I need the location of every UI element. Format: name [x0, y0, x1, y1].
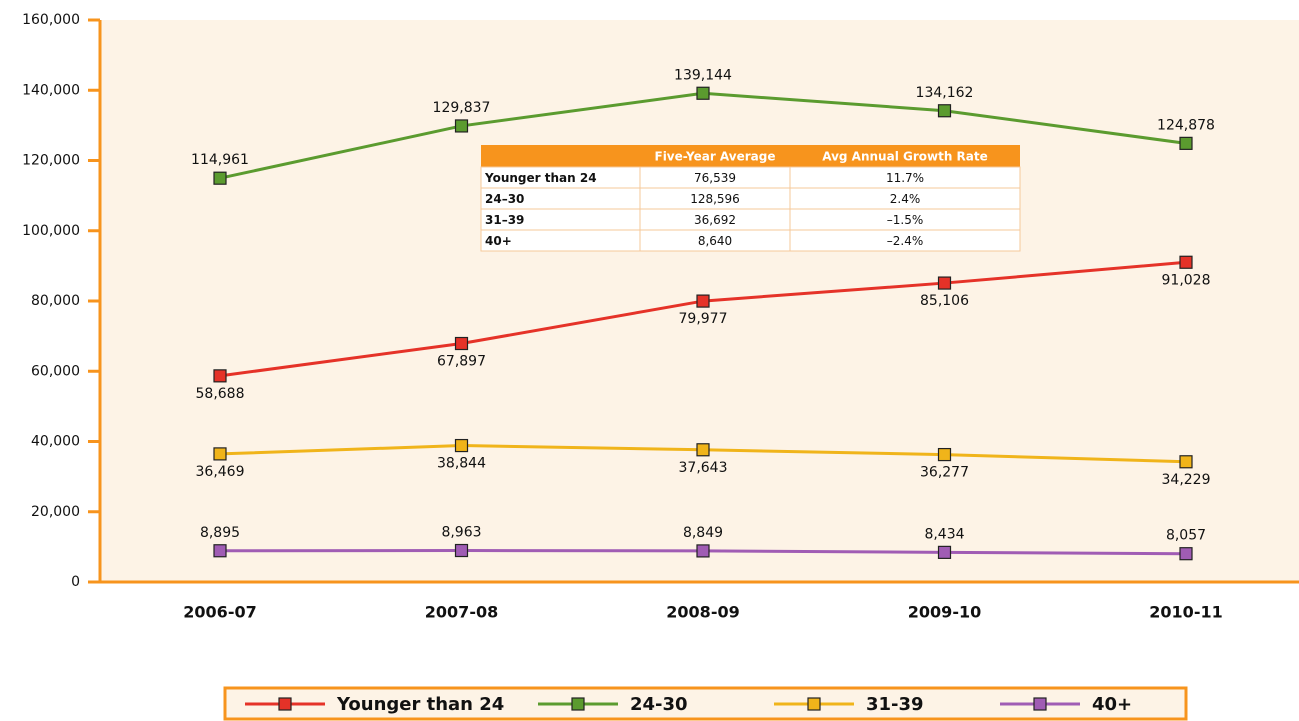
y-tick-label: 40,000: [31, 434, 80, 450]
y-tick-label: 120,000: [22, 153, 80, 169]
x-tick-label: 2006-07: [183, 603, 256, 622]
x-tick-label: 2007-08: [425, 603, 498, 622]
data-label: 85,106: [920, 293, 969, 309]
data-label: 37,643: [679, 460, 728, 476]
data-label: 139,144: [674, 67, 732, 83]
table-cell: –2.4%: [887, 234, 924, 248]
table-cell: 76,539: [694, 171, 736, 185]
legend-marker: [807, 697, 821, 711]
data-point: [454, 543, 469, 558]
x-tick-label: 2008-09: [666, 603, 739, 622]
data-label: 8,434: [924, 526, 964, 542]
data-label: 36,277: [920, 465, 969, 481]
data-point: [213, 369, 227, 383]
legend-marker: [278, 697, 292, 711]
data-label: 8,895: [200, 525, 240, 541]
table-row-label: 24–30: [485, 192, 524, 206]
y-tick-label: 60,000: [31, 363, 80, 379]
table-header: [481, 145, 1020, 167]
data-label: 124,878: [1157, 117, 1215, 133]
data-label: 8,849: [683, 525, 723, 541]
data-label: 38,844: [437, 456, 486, 472]
data-point: [454, 119, 469, 133]
data-label: 8,057: [1166, 528, 1206, 544]
x-tick-label: 2009-10: [908, 603, 981, 622]
data-label: 8,963: [441, 525, 481, 541]
data-point: [696, 294, 710, 308]
data-point: [454, 336, 469, 351]
table-column-header: Avg Annual Growth Rate: [822, 150, 988, 164]
legend-label: 31-39: [866, 694, 924, 715]
data-label: 58,688: [196, 386, 245, 402]
data-label: 91,028: [1162, 272, 1211, 288]
data-point: [1179, 255, 1193, 269]
data-point: [1179, 455, 1193, 469]
table-row: [480, 229, 1021, 252]
table-cell: 128,596: [690, 192, 740, 206]
data-point: [213, 447, 227, 461]
data-point: [937, 545, 952, 559]
legend-label: 24-30: [630, 694, 688, 715]
data-point: [454, 438, 469, 453]
y-tick-label: 0: [71, 574, 80, 590]
data-point: [937, 276, 952, 290]
y-tick-label: 160,000: [22, 12, 80, 28]
data-label: 134,162: [916, 85, 974, 101]
table-cell: 36,692: [694, 213, 736, 227]
table-row-label: Younger than 24: [484, 171, 597, 185]
table-row: [480, 208, 1021, 231]
table-cell: 11.7%: [886, 171, 924, 185]
legend-marker: [571, 697, 585, 711]
y-tick-label: 80,000: [31, 293, 80, 309]
y-tick-label: 20,000: [31, 504, 80, 520]
data-label: 67,897: [437, 354, 486, 370]
data-point: [213, 171, 227, 185]
table-row-label: 31–39: [485, 213, 524, 227]
data-point: [937, 104, 952, 118]
table-cell: 2.4%: [890, 192, 921, 206]
data-label: 36,469: [196, 464, 245, 480]
table-row: [480, 187, 1021, 210]
data-point: [1179, 136, 1193, 150]
table-column-header: Five-Year Average: [655, 150, 776, 164]
table-cell: 8,640: [698, 234, 732, 248]
data-point: [696, 544, 710, 558]
legend-label: 40+: [1092, 694, 1132, 715]
data-point: [213, 544, 227, 558]
table-row-label: 40+: [485, 234, 512, 248]
data-label: 34,229: [1162, 472, 1211, 488]
data-point: [937, 447, 952, 462]
table-cell: –1.5%: [887, 213, 924, 227]
data-label: 114,961: [191, 152, 249, 168]
legend-marker: [1033, 697, 1047, 711]
y-tick-label: 140,000: [22, 82, 80, 98]
x-tick-label: 2010-11: [1149, 603, 1222, 622]
data-label: 79,977: [679, 311, 728, 327]
data-point: [696, 86, 710, 100]
data-point: [696, 443, 710, 457]
data-point: [1179, 547, 1193, 561]
legend: [223, 686, 1188, 721]
data-label: 129,837: [433, 100, 491, 116]
y-tick-label: 100,000: [22, 223, 80, 239]
legend-label: Younger than 24: [336, 694, 504, 715]
